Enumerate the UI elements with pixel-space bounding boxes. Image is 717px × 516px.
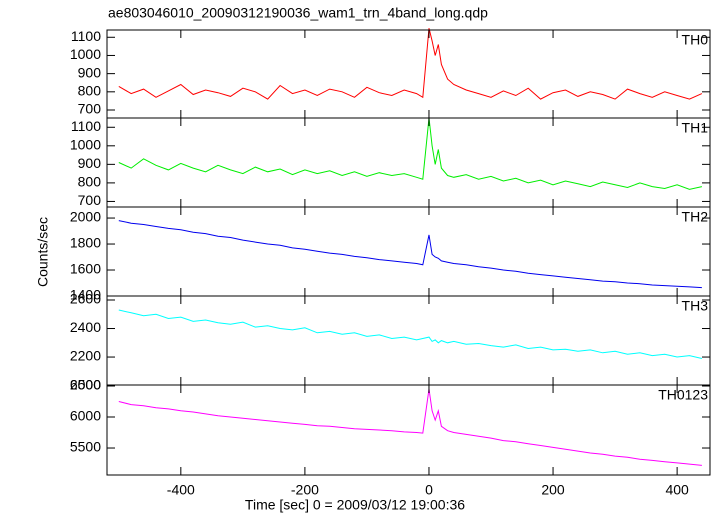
panel-frame — [106, 29, 711, 119]
x-tick-label: -200 — [291, 482, 319, 498]
y-tick-label: 2200 — [70, 348, 101, 364]
x-tick-label: 0 — [425, 482, 433, 498]
x-axis-label: Time [sec] 0 = 2009/03/12 19:00:36 — [245, 497, 465, 513]
panel-frame — [106, 117, 711, 208]
panel-label: TH3 — [682, 298, 709, 314]
y-tick-label: 1000 — [70, 46, 101, 62]
y-tick-label: 1100 — [71, 28, 101, 44]
y-tick-label: 6500 — [70, 377, 101, 393]
y-tick-label: 800 — [78, 83, 102, 99]
panel-label: TH0123 — [658, 387, 708, 403]
y-tick-label: 900 — [78, 64, 102, 80]
light-curve — [118, 309, 703, 359]
light-curve — [118, 28, 703, 100]
x-tick-label: 400 — [665, 482, 689, 498]
y-tick-label: 2000 — [70, 209, 101, 225]
x-tick-label: 200 — [541, 482, 565, 498]
y-tick-label: 2000 — [70, 376, 101, 392]
panel-frame — [106, 295, 711, 386]
y-tick-label: 1400 — [70, 287, 101, 303]
y-tick-label: 1000 — [70, 137, 101, 153]
y-tick-label: 1600 — [70, 261, 101, 277]
light-curve — [118, 117, 703, 190]
y-tick-label: 1800 — [70, 235, 101, 251]
y-tick-label: 6000 — [70, 408, 101, 424]
y-tick-label: 1100 — [71, 118, 101, 134]
y-axis-label: Counts/sec — [35, 217, 51, 287]
y-tick-label: 800 — [78, 174, 102, 190]
panel-label: TH2 — [682, 209, 709, 225]
panel-label: TH1 — [682, 120, 709, 136]
chart-title: ae803046010_20090312190036_wam1_trn_4ban… — [108, 5, 488, 21]
light-curve — [118, 220, 702, 289]
y-tick-label: 700 — [78, 192, 102, 208]
panel-frame — [106, 384, 711, 476]
y-tick-label: 5500 — [70, 439, 101, 455]
panel-label: TH0 — [682, 32, 709, 48]
y-tick-label: 2600 — [70, 291, 101, 307]
light-curve — [118, 389, 702, 466]
y-tick-label: 700 — [78, 101, 102, 117]
y-tick-label: 900 — [78, 155, 102, 171]
x-tick-label: -400 — [167, 482, 195, 498]
y-tick-label: 2400 — [70, 319, 101, 335]
